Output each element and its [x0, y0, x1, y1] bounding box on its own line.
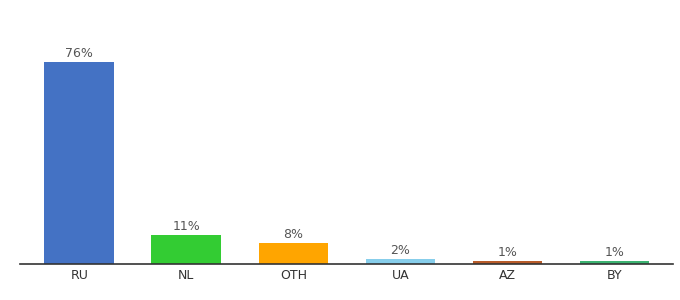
Bar: [579, 261, 649, 264]
Text: 1%: 1%: [605, 246, 624, 259]
Text: 11%: 11%: [173, 220, 200, 232]
Text: 1%: 1%: [497, 246, 517, 259]
Text: 2%: 2%: [390, 244, 410, 256]
Bar: [44, 62, 114, 264]
Text: 76%: 76%: [65, 47, 93, 60]
Text: 8%: 8%: [284, 228, 303, 241]
Bar: [473, 261, 542, 264]
Bar: [152, 235, 221, 264]
Bar: [258, 243, 328, 264]
Bar: [366, 259, 435, 264]
